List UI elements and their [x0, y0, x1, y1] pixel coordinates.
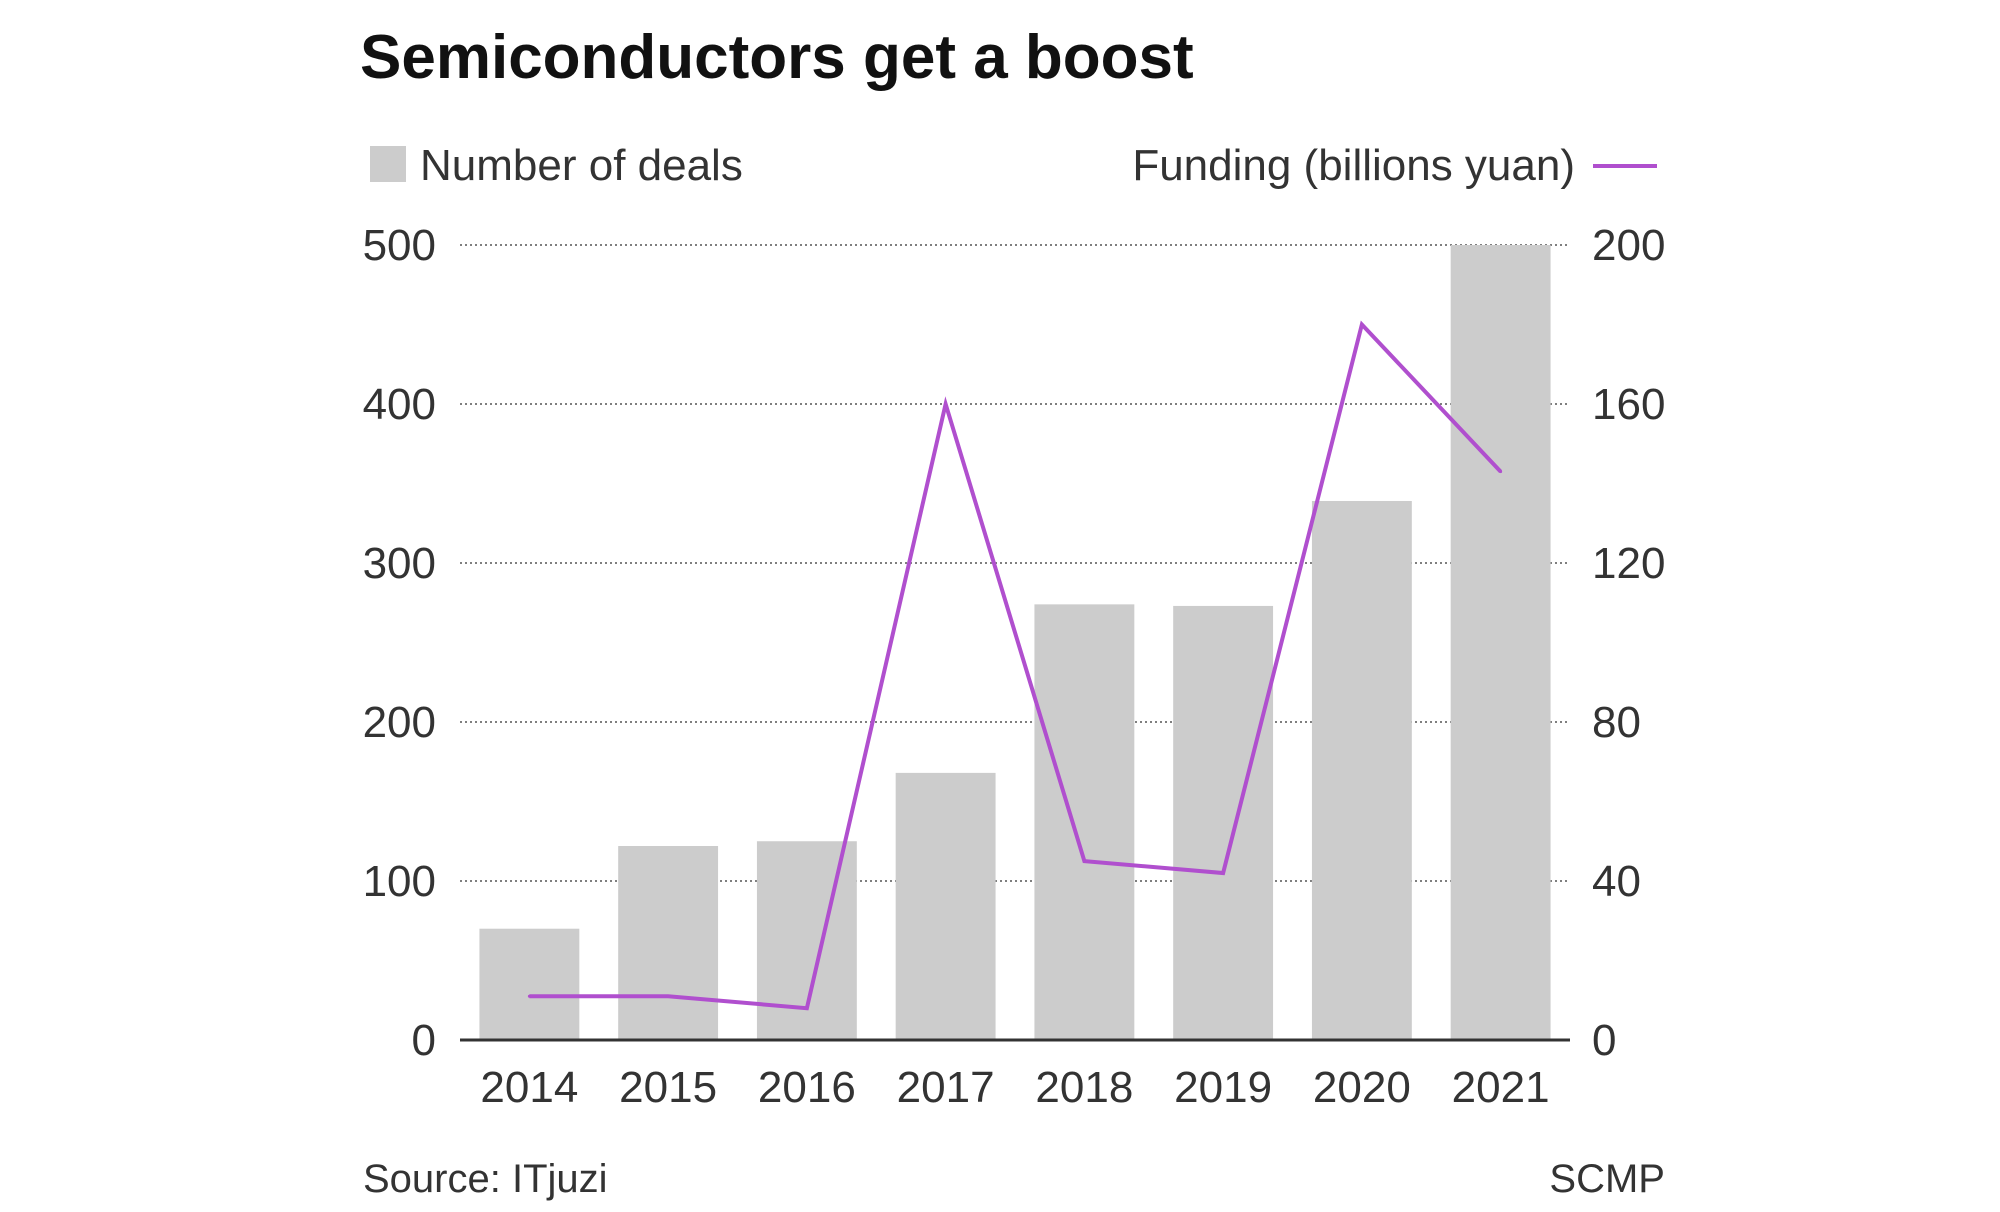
funding-point-2016	[805, 1006, 809, 1010]
funding-point-2020	[1360, 323, 1364, 326]
bar-2018	[1034, 604, 1135, 1040]
legend-swatch-deals	[370, 146, 406, 182]
bar-2019	[1173, 605, 1274, 1040]
x-axis-tick-label: 2015	[619, 1063, 717, 1112]
left-axis-tick-label: 300	[363, 539, 436, 588]
funding-line	[529, 320, 1503, 1011]
left-axis-tick-label: 0	[412, 1016, 436, 1065]
x-axis-tick-label: 2014	[480, 1063, 578, 1112]
x-axis-tick-label: 2018	[1035, 1063, 1133, 1112]
x-axis-tick-label: 2017	[897, 1063, 995, 1112]
bar-2021	[1450, 245, 1551, 1040]
funding-point-2019	[1221, 871, 1225, 875]
legend: Number of deals Funding (billions yuan)	[370, 141, 1657, 190]
chart-title: Semiconductors get a boost	[360, 23, 1194, 92]
funding-point-2014	[527, 994, 531, 998]
bar-2017	[895, 772, 996, 1040]
legend-label-funding: Funding (billions yuan)	[1132, 141, 1575, 190]
right-axis-tick-label: 40	[1592, 857, 1641, 906]
right-axis: 0 40 80 120 160 200	[1592, 221, 1665, 1065]
funding-point-2018	[1082, 859, 1086, 863]
right-axis-tick-label: 160	[1592, 380, 1665, 429]
bar-2014	[479, 928, 580, 1040]
x-axis: 2014 2015 2016 2017 2018 2019 2020 2021	[460, 1038, 1570, 1112]
funding-point-2017	[944, 402, 948, 406]
right-axis-tick-label: 120	[1592, 539, 1665, 588]
x-axis-tick-label: 2019	[1174, 1063, 1272, 1112]
left-axis-tick-label: 500	[363, 221, 436, 270]
bar-2020	[1311, 500, 1412, 1040]
legend-label-deals: Number of deals	[420, 141, 743, 190]
bar-2015	[618, 846, 719, 1040]
line-series-funding	[527, 320, 1503, 1011]
x-axis-tick-label: 2021	[1452, 1063, 1550, 1112]
x-axis-tick-label: 2020	[1313, 1063, 1411, 1112]
source-note: Source: ITjuzi	[363, 1157, 608, 1201]
right-axis-tick-label: 80	[1592, 698, 1641, 747]
left-axis: 0 100 200 300 400 500	[363, 221, 436, 1065]
left-axis-tick-label: 200	[363, 698, 436, 747]
bar-series-deals	[479, 245, 1551, 1040]
funding-point-2015	[666, 994, 670, 998]
funding-point-2021	[1499, 470, 1503, 474]
publisher-credit: SCMP	[1549, 1157, 1665, 1201]
right-axis-tick-label: 0	[1592, 1016, 1616, 1065]
right-axis-tick-label: 200	[1592, 221, 1665, 270]
x-axis-tick-label: 2016	[758, 1063, 856, 1112]
left-axis-tick-label: 100	[363, 857, 436, 906]
left-axis-tick-label: 400	[363, 380, 436, 429]
